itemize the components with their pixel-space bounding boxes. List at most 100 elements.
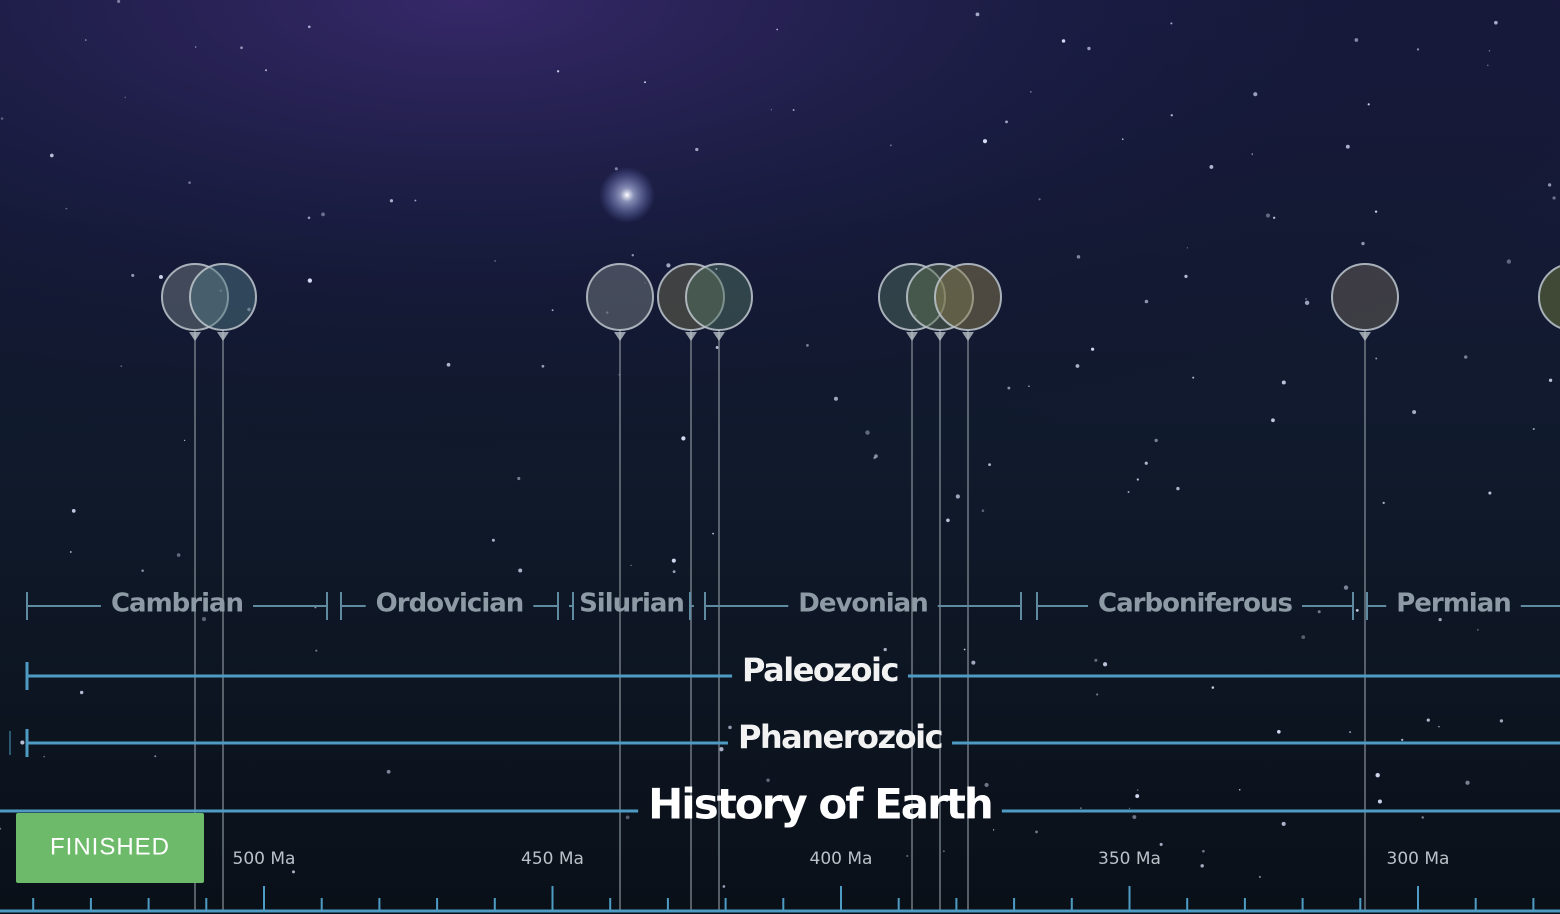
star — [1135, 794, 1140, 799]
button-label[interactable]: FINISHED — [50, 833, 170, 860]
star — [942, 850, 945, 853]
event-pin — [906, 332, 918, 341]
star — [120, 365, 123, 367]
star — [1144, 461, 1148, 465]
star — [695, 147, 699, 152]
star — [154, 755, 157, 758]
star — [766, 778, 770, 782]
event-thumb — [934, 263, 1002, 331]
star — [1476, 628, 1479, 631]
star — [1464, 355, 1468, 359]
star — [1094, 658, 1098, 662]
timeline-title: History of Earth — [648, 780, 992, 829]
star — [1355, 608, 1359, 612]
star — [1416, 48, 1420, 51]
star — [176, 553, 181, 557]
star — [982, 139, 988, 144]
star — [971, 660, 976, 665]
star — [1079, 807, 1082, 809]
star — [899, 729, 903, 733]
star — [446, 362, 451, 367]
star — [1238, 789, 1241, 791]
star — [321, 212, 325, 217]
star — [188, 181, 191, 184]
star — [946, 518, 950, 523]
nebula — [0, 0, 1560, 600]
star — [1506, 259, 1512, 264]
star — [1277, 729, 1281, 734]
star — [1209, 165, 1214, 169]
star — [307, 216, 311, 220]
star — [1154, 438, 1158, 443]
star — [1271, 418, 1275, 423]
star — [1211, 686, 1215, 689]
star — [833, 396, 838, 401]
star — [240, 46, 243, 50]
star — [389, 199, 394, 203]
star — [556, 70, 560, 73]
star — [50, 153, 54, 158]
star — [1076, 255, 1081, 259]
star — [1486, 64, 1489, 67]
star — [874, 454, 878, 458]
star — [1401, 738, 1404, 741]
star — [1121, 138, 1124, 140]
star — [1345, 144, 1350, 149]
star — [1382, 501, 1385, 505]
star — [1007, 386, 1011, 390]
star — [719, 747, 724, 752]
star — [715, 267, 718, 270]
star — [85, 39, 87, 41]
finished-button[interactable]: FINISHED — [16, 813, 204, 883]
star — [1127, 491, 1130, 494]
star — [963, 648, 966, 651]
star — [541, 364, 545, 368]
star — [79, 690, 84, 695]
star — [71, 508, 76, 513]
era-label: Phanerozoic — [738, 718, 942, 756]
star — [606, 311, 609, 314]
star — [644, 282, 646, 284]
star — [1136, 478, 1139, 481]
star — [1494, 20, 1498, 25]
event-thumb — [657, 263, 725, 331]
star — [264, 69, 268, 72]
star — [1029, 91, 1032, 93]
star — [914, 314, 917, 317]
period-label: Carboniferous — [1098, 589, 1292, 619]
event-pin — [1359, 332, 1371, 341]
event-pin — [962, 332, 974, 341]
star — [1465, 780, 1470, 785]
star — [1200, 864, 1204, 868]
era-label: Paleozoic — [742, 651, 898, 689]
period-label: Cambrian — [111, 589, 243, 619]
star — [770, 109, 773, 111]
star — [1265, 213, 1271, 218]
star — [776, 28, 778, 31]
star — [20, 740, 25, 745]
star — [1377, 799, 1382, 804]
star — [1132, 815, 1137, 820]
event-thumb — [586, 263, 654, 331]
star — [1005, 120, 1008, 124]
period-label: Ordovician — [376, 589, 524, 619]
star — [1438, 725, 1440, 728]
button-bg[interactable] — [16, 813, 204, 883]
star — [117, 0, 121, 4]
event-thumb — [189, 263, 257, 331]
star — [307, 25, 311, 29]
star — [141, 569, 144, 573]
star — [1170, 22, 1173, 25]
star — [1096, 693, 1099, 696]
star — [124, 96, 126, 99]
star — [906, 854, 909, 858]
axis-label: 450 Ma — [521, 849, 584, 869]
event-thumb — [161, 263, 229, 331]
star — [1202, 849, 1205, 853]
star — [1176, 486, 1180, 491]
star — [159, 274, 163, 279]
star — [672, 570, 676, 574]
star — [1438, 618, 1442, 622]
star — [494, 260, 496, 262]
